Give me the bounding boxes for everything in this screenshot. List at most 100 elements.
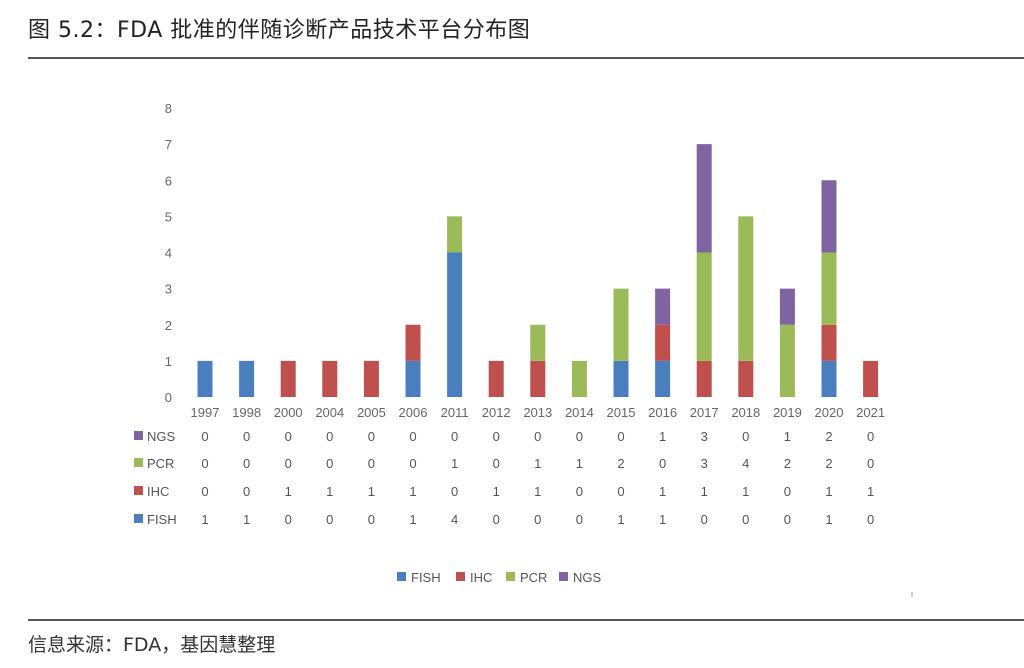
legend-label: FISH [411,570,441,585]
table-cell: 1 [243,512,250,527]
table-cell: 0 [368,429,375,444]
table-cell: 0 [534,429,541,444]
table-cell: 0 [867,512,874,527]
table-cell: 0 [409,429,416,444]
x-tick-label: 2020 [815,405,844,420]
table-cell: 4 [742,456,749,471]
bar-segment-fish [447,252,463,397]
bar-segment-ngs [696,144,712,253]
bar-segment-ngs [779,288,795,325]
table-row-label: FISH [147,512,177,527]
bar-segment-ihc [530,360,546,397]
bar-segment-ihc [280,360,296,397]
bar-segment-ngs [821,180,837,253]
bar-segment-ihc [488,360,504,397]
table-row-label: IHC [147,484,169,499]
table-cell: 0 [493,512,500,527]
table-key-ihc [134,486,143,495]
table-cell: 1 [409,484,416,499]
table-cell: 1 [326,484,333,499]
table-cell: 4 [451,512,458,527]
bar-segment-pcr [530,324,546,361]
y-tick-label: 4 [165,246,172,261]
table-cell: 1 [534,484,541,499]
table-cell: 1 [285,484,292,499]
table-cell: 0 [576,512,583,527]
table-cell: 0 [201,484,208,499]
bar-segment-pcr [571,360,587,397]
y-tick-label: 5 [165,209,172,224]
table-cell: 0 [617,429,624,444]
table-cell: 1 [201,512,208,527]
x-tick-label: 2021 [856,405,885,420]
table-cell: 3 [701,429,708,444]
bar-segment-pcr [696,252,712,361]
table-cell: 0 [867,429,874,444]
table-cell: 0 [867,456,874,471]
legend-swatch-pcr [506,572,515,581]
bar-segment-pcr [779,324,795,397]
bar-segment-fish [239,360,255,397]
bar-segment-fish [405,360,421,397]
table-cell: 1 [451,456,458,471]
table-cell: 0 [368,456,375,471]
x-tick-label: 2012 [482,405,511,420]
table-cell: 0 [326,456,333,471]
bar-segment-pcr [738,216,754,361]
table-cell: 0 [534,512,541,527]
table-cell: 0 [201,429,208,444]
y-tick-label: 8 [165,101,172,116]
bar-segment-ihc [863,360,879,397]
x-tick-label: 2017 [690,405,719,420]
table-row-label: NGS [147,429,176,444]
table-cell: 1 [659,512,666,527]
source-note: 信息来源：FDA，基因慧整理 [28,634,276,656]
table-cell: 1 [576,456,583,471]
table-cell: 0 [285,456,292,471]
table-cell: 1 [742,484,749,499]
table-cell: 0 [576,484,583,499]
bar-segment-ihc [405,324,421,361]
table-cell: 2 [825,456,832,471]
x-tick-label: 2013 [523,405,552,420]
x-tick-label: 1997 [191,405,220,420]
y-tick-label: 7 [165,137,172,152]
bar-segment-pcr [613,288,629,361]
table-cell: 0 [617,484,624,499]
bottom-rule [28,619,1024,621]
bar-segment-pcr [821,252,837,325]
bar-segment-ihc [322,360,338,397]
table-cell: 0 [576,429,583,444]
table-cell: 1 [701,484,708,499]
table-cell: 2 [825,429,832,444]
table-cell: 0 [451,484,458,499]
table-cell: 0 [742,429,749,444]
bar-segment-pcr [447,216,463,253]
bar-segment-fish [821,360,837,397]
table-cell: 0 [701,512,708,527]
bar-segment-fish [613,360,629,397]
x-tick-label: 2015 [607,405,636,420]
table-cell: 1 [534,456,541,471]
y-tick-label: 0 [165,390,172,405]
table-cell: 0 [243,484,250,499]
legend-label: PCR [520,570,547,585]
table-key-fish [134,514,143,523]
table-cell: 0 [243,456,250,471]
x-tick-label: 1998 [232,405,261,420]
top-rule [28,57,1024,59]
table-cell: 0 [451,429,458,444]
bar-segment-ihc [696,360,712,397]
x-tick-label: 2004 [315,405,344,420]
table-cell: 0 [326,512,333,527]
x-tick-label: 2019 [773,405,802,420]
legend-label: IHC [470,570,492,585]
table-cell: 0 [201,456,208,471]
table-cell: 0 [493,429,500,444]
x-tick-label: 2005 [357,405,386,420]
table-cell: 1 [409,512,416,527]
table-cell: 0 [784,484,791,499]
table-cell: 2 [617,456,624,471]
table-cell: 0 [285,429,292,444]
